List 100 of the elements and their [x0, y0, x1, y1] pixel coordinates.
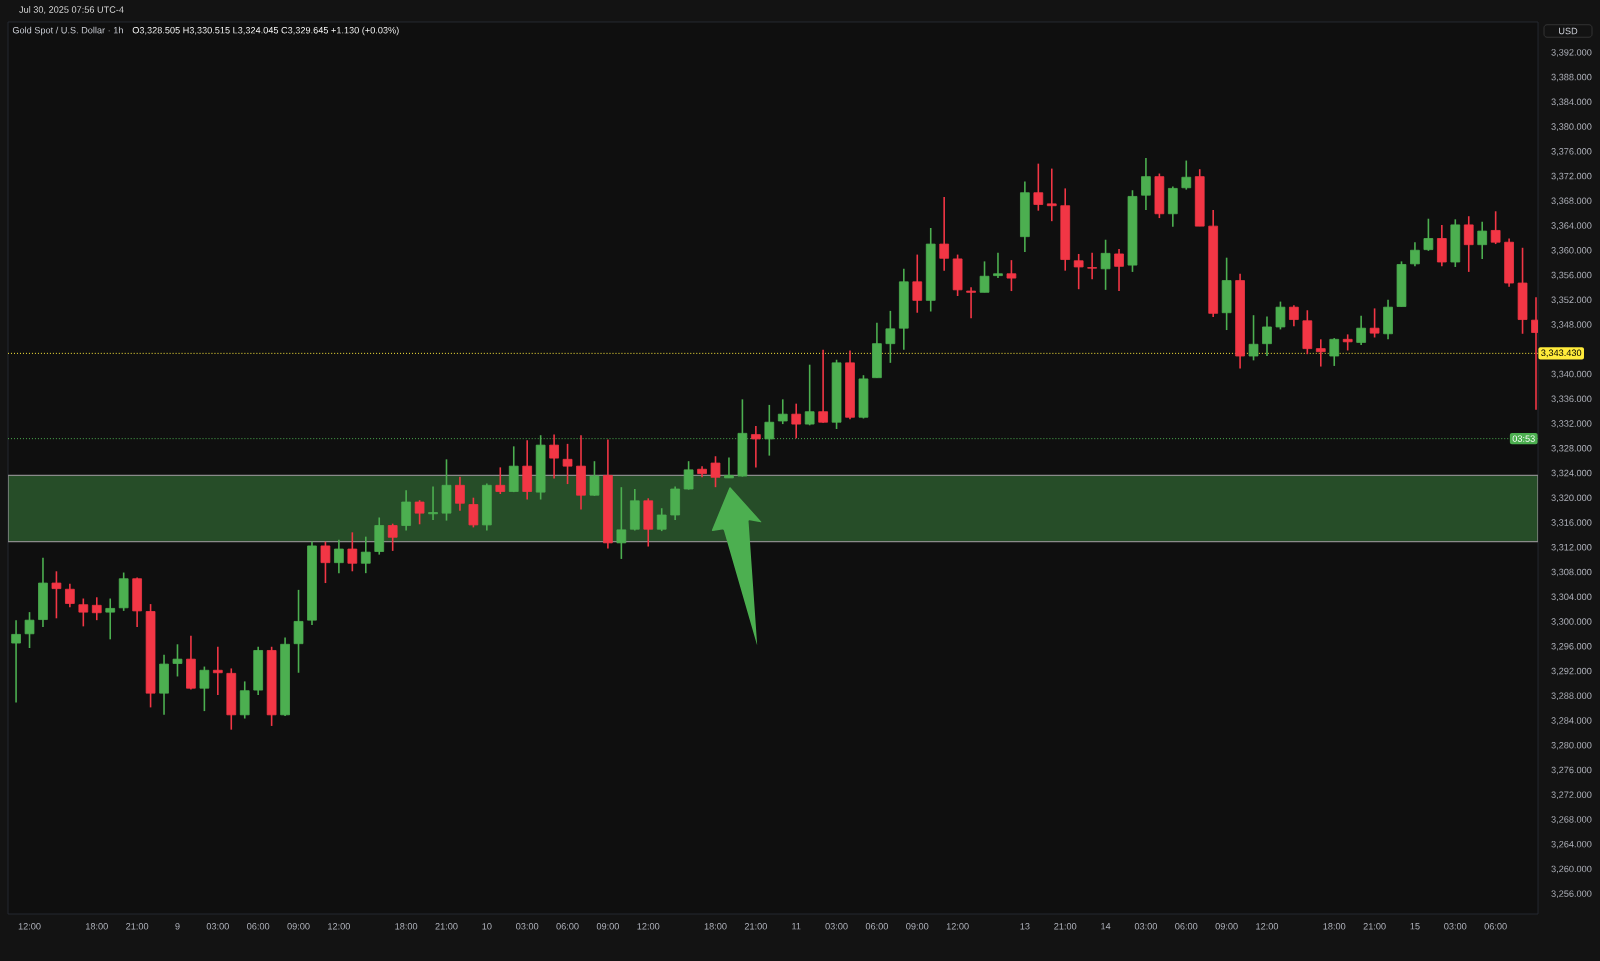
- y-tick-label: 3,276.000: [1551, 766, 1592, 775]
- y-tick-label: 3,260.000: [1551, 865, 1592, 874]
- candlestick: [1490, 210, 1501, 245]
- y-tick-label: 3,332.000: [1551, 420, 1592, 428]
- y-tick-label: 3,316.000: [1551, 519, 1592, 527]
- candlestick: [347, 531, 358, 573]
- y-tick-label: 3,308.000: [1551, 568, 1592, 577]
- candlestick: [24, 611, 35, 649]
- candlestick: [724, 456, 734, 479]
- candlestick: [979, 260, 990, 294]
- candlestick: [360, 535, 371, 574]
- x-tick-label: 12:00: [1256, 923, 1279, 930]
- candlestick: [1114, 248, 1124, 292]
- x-tick-label: 21:00: [1054, 923, 1077, 930]
- y-tick-label: 3,320.000: [1551, 494, 1592, 503]
- y-tick-label: 3,280.000: [1551, 741, 1592, 750]
- candlestick: [1477, 221, 1488, 260]
- y-tick-label: 3,372.000: [1551, 172, 1592, 181]
- candlestick: [1262, 315, 1272, 357]
- candlestick: [589, 460, 600, 497]
- candlestick: [212, 645, 223, 696]
- x-tick-label: 06:00: [556, 923, 579, 930]
- y-tick-label: 3,392.000: [1551, 49, 1592, 57]
- x-tick-label: 12:00: [637, 923, 660, 930]
- x-tick-label: 18:00: [704, 923, 727, 930]
- y-tick-label: 3,380.000: [1551, 123, 1592, 131]
- x-tick-label: 03:00: [825, 923, 848, 930]
- x-tick-label: 9: [175, 923, 180, 930]
- x-tick-label: 06:00: [1484, 923, 1507, 930]
- x-tick-label: 06:00: [247, 923, 270, 930]
- x-tick-label: 06:00: [865, 923, 889, 930]
- candlestick: [1315, 338, 1326, 368]
- candlestick: [1369, 307, 1380, 339]
- chart-title: Gold Spot / U.S. Dollar · 1h: [12, 26, 123, 36]
- x-tick-label: 03:00: [1444, 923, 1467, 930]
- y-tick-label: 3,296.000: [1551, 642, 1592, 651]
- candlestick: [656, 507, 667, 532]
- x-tick-label: 12:00: [946, 923, 969, 930]
- candlestick: [1073, 253, 1084, 291]
- y-tick-label: 3,348.000: [1551, 321, 1592, 329]
- candlestick: [1463, 215, 1474, 273]
- y-tick-label: 3,368.000: [1551, 197, 1592, 206]
- candlestick: [1289, 304, 1299, 328]
- x-tick-label: 21:00: [1363, 923, 1386, 930]
- x-tick-label: 06:00: [1175, 923, 1198, 930]
- y-tick-label: 3,364.000: [1551, 222, 1592, 230]
- candlestick: [710, 455, 721, 488]
- y-tick-label: 3,356.000: [1551, 271, 1592, 280]
- candlestick: [1248, 314, 1259, 362]
- y-tick-label: 3,304.000: [1551, 593, 1592, 602]
- candlestick: [401, 489, 411, 532]
- candlestick: [777, 398, 788, 425]
- candlestick: [91, 596, 102, 621]
- x-tick-label: 10: [482, 923, 492, 930]
- candlestick: [1087, 251, 1097, 281]
- x-tick-label: 12:00: [18, 923, 41, 930]
- y-tick-label: 3,284.000: [1551, 717, 1592, 725]
- candlestick: [293, 589, 304, 674]
- candlestick: [804, 363, 815, 427]
- text: Jul 30, 2025 07:56 UTC-4: [19, 6, 124, 14]
- candlestick: [818, 349, 828, 424]
- candlestick: [172, 643, 183, 678]
- candlestick: [885, 310, 896, 364]
- candlestick: [683, 460, 694, 491]
- candlestick: [468, 496, 479, 529]
- candlestick: [966, 286, 976, 320]
- y-tick-label: 3,292.000: [1551, 667, 1592, 676]
- candlestick: [78, 597, 89, 628]
- y-tick-label: 3,268.000: [1551, 816, 1592, 824]
- x-tick-label: 18:00: [85, 923, 108, 930]
- candlestick: [105, 597, 116, 641]
- candlestick: [791, 402, 802, 440]
- candlestick: [1033, 162, 1044, 212]
- x-tick-label: 11: [792, 923, 801, 930]
- candlestick: [495, 466, 506, 495]
- x-tick-label: 18:00: [395, 923, 418, 930]
- annotation: 03:53: [1512, 435, 1535, 442]
- candlestick: [1437, 224, 1447, 268]
- y-axis-title: USD: [1559, 27, 1578, 35]
- x-tick-label: 09:00: [906, 923, 929, 930]
- candlestick: [1141, 157, 1151, 211]
- candlestick: [414, 499, 425, 526]
- candlestick: [428, 485, 438, 521]
- candlestick: [1100, 238, 1111, 291]
- x-tick-label: 21:00: [744, 923, 767, 930]
- y-tick-label: 3,272.000: [1551, 791, 1592, 799]
- candlestick: [1423, 217, 1434, 252]
- y-tick-label: 3,360.000: [1551, 247, 1592, 255]
- candlestick: [320, 540, 331, 584]
- candlestick: [387, 522, 398, 552]
- candlestick: [65, 582, 75, 608]
- candlestick: [549, 433, 559, 480]
- x-tick-label: 09:00: [1215, 923, 1238, 930]
- x-tick-label: 18:00: [1323, 923, 1346, 930]
- candlestick: [1006, 259, 1017, 292]
- candlestick: [1275, 300, 1286, 331]
- x-tick-label: 09:00: [596, 923, 620, 930]
- y-tick-label: 3,288.000: [1551, 692, 1592, 701]
- x-tick-label: 03:00: [1134, 923, 1158, 930]
- y-tick-label: 3,388.000: [1551, 73, 1592, 82]
